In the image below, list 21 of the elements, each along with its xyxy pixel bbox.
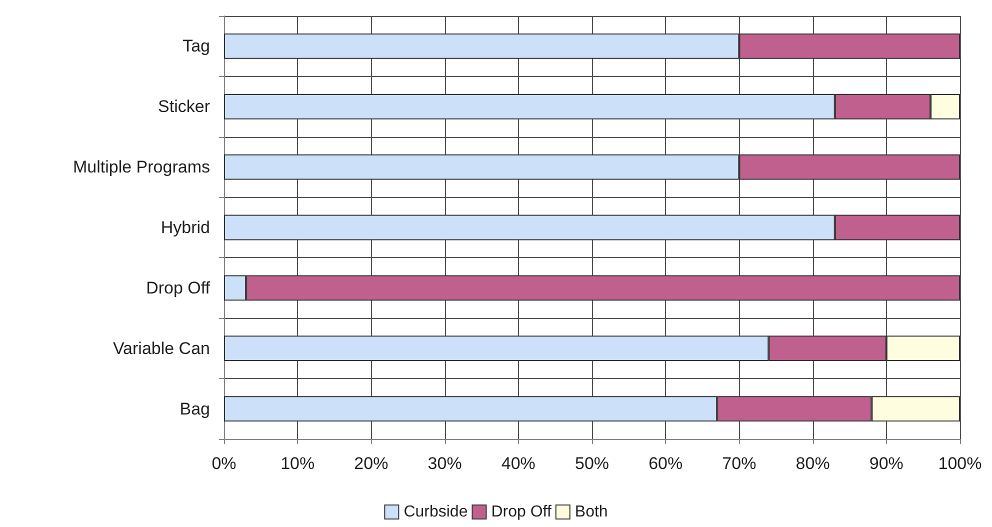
x-tick-label: 80% — [796, 454, 830, 473]
legend-label: Curbside — [404, 504, 468, 520]
legend-label: Drop Off — [491, 504, 552, 520]
x-tick-label: 70% — [722, 454, 756, 473]
y-tick-label: Bag — [180, 399, 210, 418]
y-tick-label: Drop Off — [146, 278, 210, 298]
x-tick-label: 60% — [648, 454, 683, 473]
x-tick-label: 30% — [428, 454, 462, 473]
x-tick-label: 10% — [280, 454, 315, 473]
x-tick-label: 90% — [869, 454, 904, 473]
y-tick-label: Tag — [182, 36, 210, 56]
x-tick-label: 50% — [574, 454, 610, 473]
y-tick-label: Multiple Programs — [73, 158, 210, 177]
x-tick-label: 100% — [938, 454, 982, 473]
x-tick-label: 20% — [354, 454, 388, 473]
y-tick-label: Sticker — [158, 97, 210, 116]
x-tick-label: 40% — [501, 454, 536, 473]
x-tick-label: 0% — [212, 454, 236, 473]
y-tick-label: Variable Can — [112, 338, 210, 358]
y-tick-label: Hybrid — [160, 218, 210, 237]
legend-label: Both — [574, 504, 608, 520]
